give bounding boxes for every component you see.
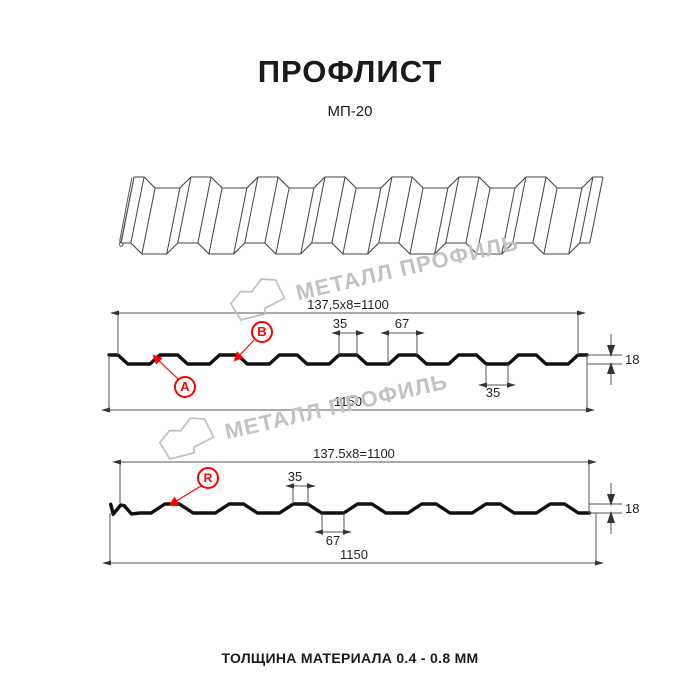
svg-text:1150: 1150 bbox=[340, 547, 368, 562]
svg-text:35: 35 bbox=[486, 385, 500, 400]
svg-text:R: R bbox=[204, 471, 213, 485]
svg-text:18: 18 bbox=[625, 352, 639, 367]
svg-text:18: 18 bbox=[625, 501, 639, 516]
svg-text:35: 35 bbox=[288, 469, 302, 484]
svg-text:67: 67 bbox=[326, 533, 340, 548]
svg-text:35: 35 bbox=[333, 316, 347, 331]
svg-text:67: 67 bbox=[395, 316, 409, 331]
svg-text:137.5x8=1100: 137.5x8=1100 bbox=[313, 446, 395, 461]
svg-text:A: A bbox=[180, 379, 190, 394]
svg-text:B: B bbox=[257, 324, 266, 339]
